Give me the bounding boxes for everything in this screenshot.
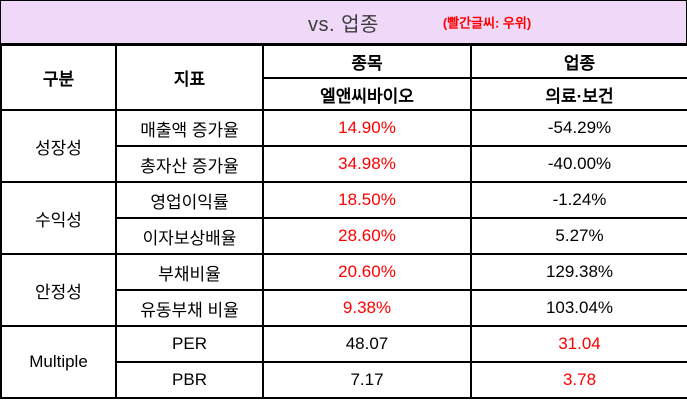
stock-value: 28.60% [262,217,472,255]
indicator-label: 영업이익률 [115,181,264,219]
stock-value: 34.98% [262,145,472,183]
banner-title: vs. 업종 [308,13,379,36]
indicator-label: PER [115,325,264,363]
stock-value: 14.90% [262,109,472,147]
banner-red-text-note: (빨간글씨: 우위) [442,15,532,31]
header-industry-label: 업종 [470,44,687,79]
stock-value: 20.60% [262,253,472,291]
industry-value: -1.24% [470,181,687,219]
stock-value: 18.50% [262,181,472,219]
industry-value: -40.00% [470,145,687,183]
comparison-table: 구분 지표 종목 업종 엘앤씨바이오 의료·보건 성장성 매출액 증가율 14.… [0,44,687,399]
indicator-label: PBR [115,361,264,399]
indicator-label: 이자보상배율 [115,217,264,255]
indicator-label: 부채비율 [115,253,264,291]
industry-value: -54.29% [470,109,687,147]
comparison-banner: vs. 업종 (빨간글씨: 우위) [0,0,687,45]
header-category: 구분 [0,44,117,111]
indicator-label: 유동부채 비율 [115,289,264,327]
industry-value: 129.38% [470,253,687,291]
group-label-multiple: Multiple [0,325,117,399]
indicator-label: 매출액 증가율 [115,109,264,147]
industry-value: 5.27% [470,217,687,255]
stock-value: 9.38% [262,289,472,327]
header-indicator: 지표 [115,44,264,111]
header-stock-label: 종목 [262,44,472,79]
stock-value: 48.07 [262,325,472,363]
group-label-stability: 안정성 [0,253,117,327]
industry-value: 3.78 [470,361,687,399]
header-industry-name: 의료·보건 [470,77,687,111]
group-label-growth: 성장성 [0,109,117,183]
indicator-label: 총자산 증가율 [115,145,264,183]
industry-value: 103.04% [470,289,687,327]
industry-value: 31.04 [470,325,687,363]
group-label-profitability: 수익성 [0,181,117,255]
header-stock-name: 엘앤씨바이오 [262,77,472,111]
stock-value: 7.17 [262,361,472,399]
